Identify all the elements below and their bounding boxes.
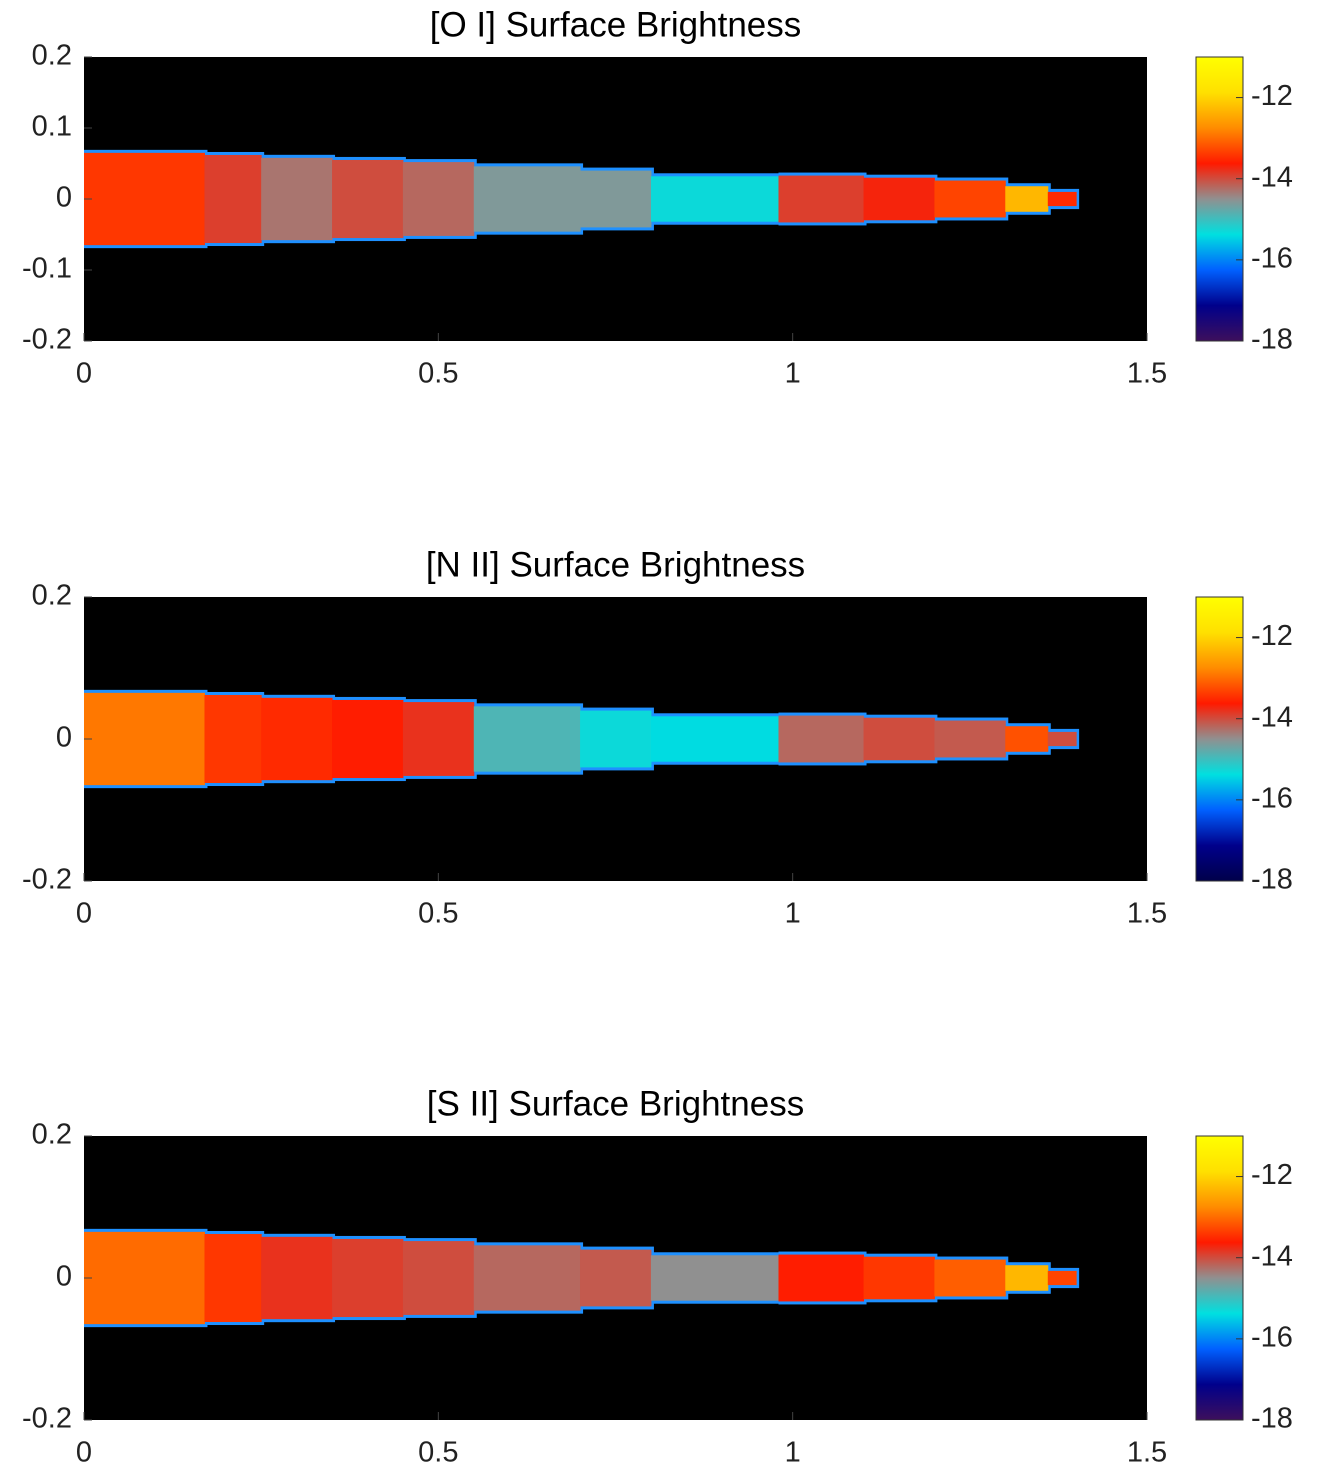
- jet-segment: [650, 176, 779, 222]
- colorbar-tick-label: -18: [1251, 324, 1293, 356]
- jet-segment: [332, 699, 404, 779]
- x-tick-label: 1.5: [1127, 898, 1167, 930]
- jet-segment: [473, 166, 581, 232]
- chart-title: [O I] Surface Brightness: [430, 5, 802, 44]
- jet-segment: [1005, 186, 1049, 212]
- x-tick-label: 1.5: [1127, 358, 1167, 390]
- colorbar-tick-label: -12: [1251, 1159, 1293, 1191]
- jet-segment: [580, 710, 652, 768]
- jet-segment: [934, 180, 1006, 218]
- y-tick-label: 0.2: [32, 580, 72, 612]
- colorbar: [1195, 1135, 1244, 1421]
- x-tick-label: 1: [785, 1437, 801, 1469]
- jet-segment: [1047, 1270, 1077, 1286]
- chart-title: [N II] Surface Brightness: [426, 545, 805, 584]
- jet-segment: [778, 175, 865, 223]
- y-tick-label: 0: [56, 182, 72, 214]
- jet-segment: [332, 159, 404, 239]
- y-tick-label: 0.1: [32, 111, 72, 143]
- y-tick-label: -0.2: [22, 324, 72, 356]
- jet-segment: [1005, 1265, 1049, 1291]
- x-tick-label: 1: [785, 358, 801, 390]
- jet-segment: [1047, 191, 1077, 207]
- chart-title: [S II] Surface Brightness: [427, 1084, 804, 1123]
- jet-segment: [650, 1255, 779, 1301]
- x-tick-label: 0: [76, 898, 92, 930]
- colorbar-tick-label: -18: [1251, 1403, 1293, 1435]
- colorbar: [1195, 596, 1244, 882]
- y-tick-label: 0: [56, 722, 72, 754]
- colorbar-tick-label: -16: [1251, 243, 1293, 275]
- y-tick-label: 0: [56, 1261, 72, 1293]
- y-tick-label: 0.2: [32, 1119, 72, 1151]
- y-tick-label: -0.2: [22, 864, 72, 896]
- colorbar-tick-label: -12: [1251, 80, 1293, 112]
- jet-segment: [778, 715, 865, 763]
- jet-segment: [1047, 731, 1077, 747]
- y-tick-label: -0.2: [22, 1403, 72, 1435]
- x-tick-label: 0.5: [418, 898, 458, 930]
- jet-segment: [261, 1236, 333, 1320]
- jet-segment: [863, 177, 935, 221]
- jet-segment: [332, 1238, 404, 1318]
- jet-segment: [473, 1245, 581, 1311]
- jet-segment: [84, 152, 205, 246]
- jet-segment: [863, 717, 935, 761]
- jet-segment: [580, 1249, 652, 1307]
- colorbar-tick-label: -16: [1251, 783, 1293, 815]
- colorbar-tick-label: -16: [1251, 1322, 1293, 1354]
- jet-segment: [204, 694, 262, 784]
- colorbar-tick-label: -14: [1251, 161, 1293, 193]
- x-tick-label: 1.5: [1127, 1437, 1167, 1469]
- x-tick-label: 0.5: [418, 358, 458, 390]
- jet-segment: [650, 716, 779, 762]
- jet-segment: [84, 1231, 205, 1325]
- x-tick-label: 0.5: [418, 1437, 458, 1469]
- jet-segment: [261, 157, 333, 241]
- colorbar-tick-label: -12: [1251, 620, 1293, 652]
- jet-segment: [402, 162, 475, 236]
- y-tick-label: -0.1: [22, 253, 72, 285]
- jet-segment: [204, 154, 262, 244]
- jet-segment: [261, 697, 333, 781]
- colorbar-tick-label: -14: [1251, 1240, 1293, 1272]
- jet-segment: [778, 1254, 865, 1302]
- jet-segment: [402, 702, 475, 776]
- colorbar: [1195, 56, 1244, 342]
- jet-segment: [863, 1256, 935, 1300]
- x-tick-label: 1: [785, 898, 801, 930]
- y-tick-label: 0.2: [32, 40, 72, 72]
- jet-segment: [473, 706, 581, 772]
- colorbar-tick-label: -18: [1251, 864, 1293, 896]
- jet-segment: [402, 1241, 475, 1315]
- jet-segment: [204, 1233, 262, 1323]
- jet-segment: [1005, 726, 1049, 752]
- x-tick-label: 0: [76, 1437, 92, 1469]
- colorbar-tick-label: -14: [1251, 701, 1293, 733]
- jet-segment: [934, 720, 1006, 758]
- jet-segment: [84, 692, 205, 786]
- jet-segment: [934, 1259, 1006, 1297]
- x-tick-label: 0: [76, 358, 92, 390]
- jet-segment: [580, 170, 652, 228]
